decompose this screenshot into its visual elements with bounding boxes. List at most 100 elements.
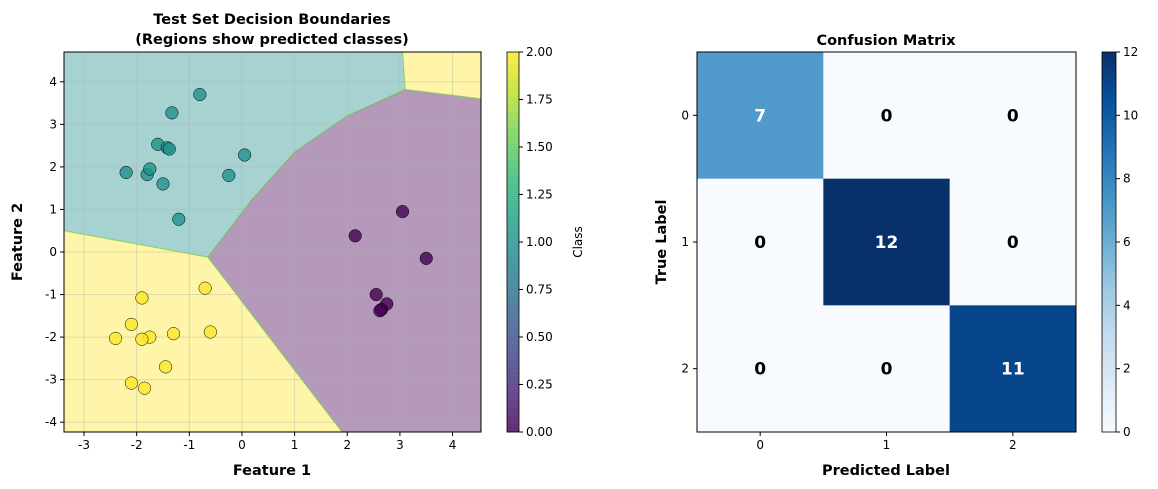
colorbar-segment [1102, 304, 1116, 307]
colorbar-segment [1102, 350, 1116, 353]
colorbar-segment [507, 254, 519, 257]
colorbar-tick-label: 10 [1123, 108, 1138, 122]
colorbar-segment [1102, 122, 1116, 125]
colorbar-segment [507, 366, 519, 369]
point-class-1 [238, 148, 252, 162]
colorbar-segment [507, 364, 519, 367]
colorbar-segment [1102, 336, 1116, 339]
point-class-1 [165, 106, 179, 120]
x-tick-label: 3 [396, 438, 404, 452]
colorbar-segment [1102, 104, 1116, 107]
colorbar-segment [1102, 428, 1116, 431]
colorbar-tick-label: 4 [1123, 298, 1131, 312]
matrix-cell [697, 305, 824, 433]
y-tick-label: 3 [49, 117, 57, 131]
colorbar-segment [507, 410, 519, 413]
colorbar-segment [507, 344, 519, 347]
colorbar-segment [1102, 226, 1116, 229]
colorbar-segment [1102, 182, 1116, 185]
point-class-1 [193, 88, 207, 102]
point-class-2 [135, 332, 149, 346]
colorbar-segment [1102, 192, 1116, 195]
colorbar-segment [1102, 234, 1116, 237]
colorbar-segment [507, 96, 519, 99]
colorbar-segment [1102, 310, 1116, 313]
colorbar-segment [507, 186, 519, 189]
colorbar-segment [1102, 342, 1116, 345]
colorbar-segment [1102, 374, 1116, 377]
colorbar-segment [1102, 210, 1116, 213]
colorbar-segment [507, 156, 519, 159]
colorbar-segment [507, 244, 519, 247]
colorbar-segment [1102, 114, 1116, 117]
colorbar-segment [1102, 58, 1116, 61]
colorbar-segment [507, 76, 519, 79]
colorbar-segment [507, 262, 519, 265]
colorbar-segment [507, 194, 519, 197]
colorbar-segment [1102, 312, 1116, 315]
colorbar-tick-label: 1.75 [526, 93, 553, 107]
x-tick-label: 2 [343, 438, 351, 452]
colorbar-segment [1102, 218, 1116, 221]
colorbar-segment [1102, 330, 1116, 333]
colorbar-segment [507, 224, 519, 227]
colorbar-segment [507, 398, 519, 401]
colorbar-segment [507, 198, 519, 201]
x-tick-label: -2 [131, 438, 143, 452]
colorbar-tick-label: 0.75 [526, 283, 553, 297]
colorbar-segment [507, 318, 519, 321]
matrix-cell [949, 178, 1077, 306]
colorbar-segment [1102, 86, 1116, 89]
x-axis-label: Feature 1 [233, 463, 311, 479]
colorbar-segment [507, 358, 519, 361]
point-class-1 [143, 162, 157, 176]
point-class-2 [203, 325, 217, 339]
x-tick-label: -3 [78, 438, 90, 452]
colorbar-segment [507, 72, 519, 75]
x-tick-label: 0 [238, 438, 246, 452]
colorbar-segment [507, 374, 519, 377]
colorbar-segment [507, 142, 519, 145]
point-class-0 [419, 251, 433, 265]
colorbar-segment [1102, 126, 1116, 129]
colorbar-segment [507, 80, 519, 83]
colorbar-segment [507, 302, 519, 305]
colorbar-segment [507, 226, 519, 229]
colorbar-segment [1102, 356, 1116, 359]
point-class-2 [124, 317, 138, 331]
colorbar-segment [507, 58, 519, 61]
colorbar-segment [1102, 258, 1116, 261]
colorbar-segment [507, 248, 519, 251]
matrix-cell [823, 178, 951, 306]
colorbar-segment [507, 230, 519, 233]
colorbar-segment [507, 420, 519, 423]
colorbar-segment [1102, 242, 1116, 245]
colorbar-segment [1102, 290, 1116, 293]
colorbar-segment [507, 222, 519, 225]
colorbar-segment [507, 350, 519, 353]
colorbar-segment [1102, 194, 1116, 197]
x-axis-label: Predicted Label [822, 463, 950, 479]
colorbar-segment [1102, 422, 1116, 425]
colorbar-segment [507, 182, 519, 185]
colorbar-segment [1102, 334, 1116, 337]
colorbar-segment [1102, 358, 1116, 361]
colorbar-segment [507, 346, 519, 349]
colorbar-segment [507, 138, 519, 141]
chart-title: Confusion Matrix [816, 33, 956, 49]
colorbar-segment [1102, 238, 1116, 241]
cell-value: 0 [1007, 106, 1019, 126]
colorbar-segment [507, 54, 519, 57]
colorbar-segment [1102, 206, 1116, 209]
colorbar-tick-label: 2.00 [526, 45, 553, 59]
colorbar-label: Class [571, 226, 585, 258]
colorbar-segment [1102, 54, 1116, 57]
colorbar-segment [1102, 292, 1116, 295]
colorbar-tick-label: 1.00 [526, 235, 553, 249]
colorbar-segment [507, 102, 519, 105]
colorbar-segment [507, 144, 519, 147]
colorbar-segment [1102, 102, 1116, 105]
colorbar-segment [1102, 414, 1116, 417]
colorbar-segment [1102, 366, 1116, 369]
